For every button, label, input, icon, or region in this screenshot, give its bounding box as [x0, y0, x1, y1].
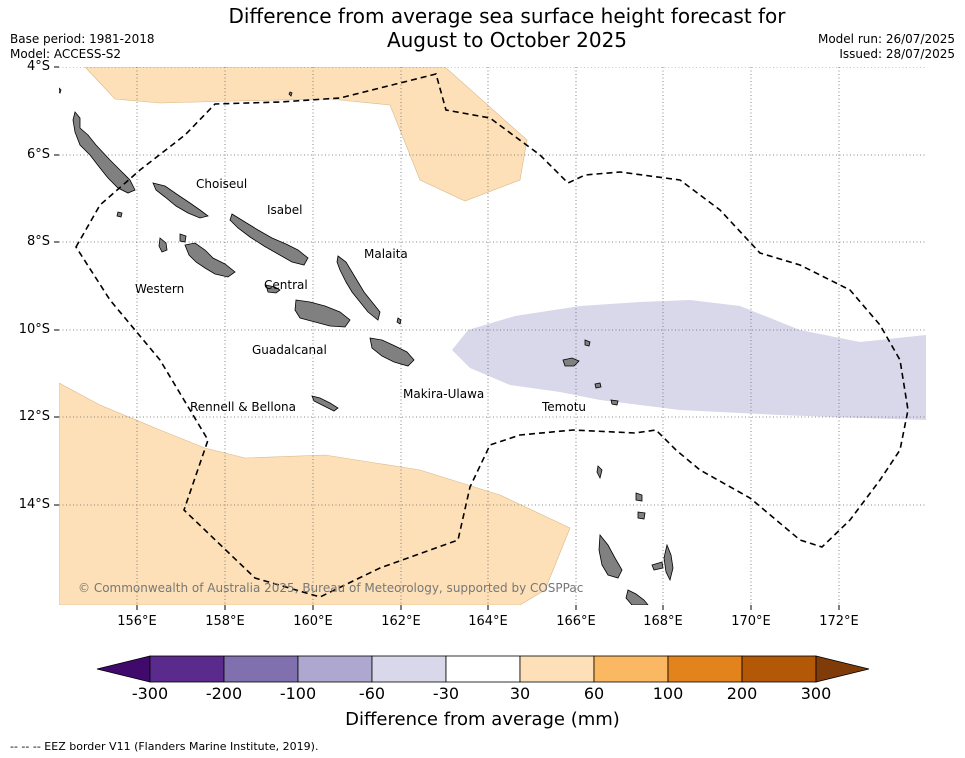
place-temotu: Temotu	[542, 400, 587, 414]
lat-label: 8°S	[26, 234, 50, 249]
colorbar-segment	[297, 655, 373, 683]
lat-label: 4°S	[26, 59, 50, 74]
island-makira	[369, 337, 415, 367]
colorbar-segment	[223, 655, 299, 683]
lat-label: 6°S	[26, 147, 50, 162]
place-choiseul: Choiseul	[196, 177, 248, 191]
colorbar-tick: 30	[509, 684, 531, 703]
island-central	[265, 284, 281, 294]
colorbar-tick: 60	[583, 684, 605, 703]
colorbar	[96, 655, 870, 683]
lon-label: 172°E	[819, 614, 859, 629]
colorbar-tick: 200	[726, 684, 758, 703]
lon-label: 160°E	[293, 614, 333, 629]
colorbar-tick: 300	[800, 684, 832, 703]
lon-label: 162°E	[381, 614, 421, 629]
island-small-6	[584, 339, 591, 347]
colorbar-tick: 100	[652, 684, 684, 703]
colorbar-extend-high	[815, 655, 870, 683]
colorbar-segment	[741, 655, 817, 683]
gridlines	[59, 67, 926, 605]
island-santa-cruz	[562, 357, 580, 367]
model-name: Model: ACCESS-S2	[10, 47, 122, 61]
island-small-5	[396, 317, 402, 325]
map-title-line-1: Difference from average sea surface heig…	[228, 4, 786, 28]
island-espiritu-santo	[598, 533, 623, 579]
island-small-1	[637, 511, 646, 520]
base-period: Base period: 1981-2018	[10, 32, 155, 46]
eez-border	[75, 73, 909, 598]
island-banks	[635, 492, 643, 502]
island-vanikoro	[610, 399, 619, 406]
issued-date: Issued: 28/07/2025	[839, 47, 955, 61]
island-new-georgia	[184, 242, 236, 278]
lon-label: 168°E	[643, 614, 683, 629]
colorbar-segment	[371, 655, 447, 683]
island-small-3	[116, 211, 123, 218]
island-isabel-west	[152, 182, 209, 219]
place-guadalcanal: Guadalcanal	[252, 343, 327, 357]
colorbar-tick: -30	[432, 684, 460, 703]
axis-ticks	[54, 66, 840, 610]
island-small-7	[288, 91, 293, 97]
island-small-8	[59, 87, 62, 94]
colorbar-tick: -300	[131, 684, 169, 703]
copyright-notice: © Commonwealth of Australia 2025, Bureau…	[78, 581, 584, 595]
colorbar-segment	[519, 655, 595, 683]
colorbar-extend-low	[96, 655, 151, 683]
land-masses	[59, 87, 674, 605]
colorbar-segment	[445, 655, 521, 683]
colorbar-tick: -200	[205, 684, 243, 703]
colorbar-segment	[149, 655, 225, 683]
lon-label: 166°E	[556, 614, 596, 629]
island-isabel	[229, 213, 309, 266]
lat-label: 10°S	[18, 322, 50, 337]
island-malakula	[663, 543, 674, 582]
anomaly-region-north	[84, 67, 528, 202]
island-rennell	[311, 395, 339, 412]
model-run: Model run: 26/07/2025	[817, 32, 955, 46]
island-efate	[625, 589, 649, 605]
lon-label: 170°E	[731, 614, 771, 629]
lon-label: 156°E	[117, 614, 157, 629]
island-pentecost	[651, 561, 664, 571]
island-vella	[158, 237, 168, 253]
lon-label: 164°E	[468, 614, 508, 629]
colorbar-tick: -60	[358, 684, 386, 703]
place-rennell-bellona: Rennell & Bellona	[190, 400, 297, 414]
place-central: Central	[264, 278, 308, 292]
anomaly-region-east	[452, 300, 926, 420]
eez-legend-note: -- -- -- EEZ border V11 (Flanders Marine…	[10, 740, 319, 753]
lon-label: 158°E	[205, 614, 245, 629]
place-makira-ulawa: Makira-Ulawa	[403, 387, 485, 401]
place-western: Western	[135, 282, 185, 296]
island-malaita	[336, 255, 381, 321]
anomaly-region-south	[59, 382, 571, 605]
lat-label: 12°S	[18, 409, 50, 424]
island-guadalcanal	[294, 299, 351, 328]
island-small-4	[179, 233, 187, 243]
island-choiseul	[72, 111, 136, 194]
map-title-line-2: August to October 2025	[386, 28, 628, 52]
island-utupua	[594, 382, 602, 389]
colorbar-label: Difference from average (mm)	[345, 709, 620, 730]
place-isabel: Isabel	[267, 203, 303, 217]
lat-label: 14°S	[18, 497, 50, 512]
island-small-2	[596, 465, 603, 480]
colorbar-segment	[667, 655, 743, 683]
place-malaita: Malaita	[364, 247, 408, 261]
colorbar-segment	[593, 655, 669, 683]
colorbar-tick: -100	[279, 684, 317, 703]
